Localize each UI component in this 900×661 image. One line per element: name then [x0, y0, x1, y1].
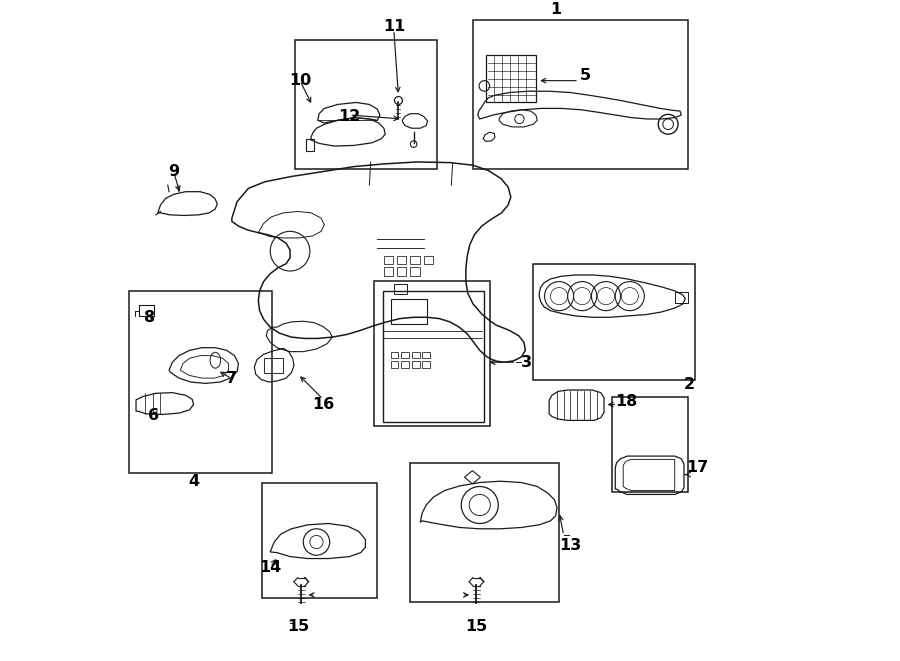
Text: 11: 11: [382, 19, 405, 34]
Bar: [397, 267, 407, 276]
Bar: [612, 397, 688, 492]
Bar: [391, 352, 399, 358]
Bar: [391, 361, 399, 368]
Bar: [384, 256, 393, 264]
Bar: [391, 299, 427, 324]
Text: 6: 6: [148, 408, 159, 423]
Bar: [411, 352, 419, 358]
Bar: [130, 291, 272, 473]
Text: 15: 15: [465, 619, 488, 634]
Bar: [384, 267, 393, 276]
Text: 1: 1: [550, 3, 562, 17]
Text: 12: 12: [338, 110, 361, 124]
Bar: [294, 40, 436, 169]
Text: 2: 2: [684, 377, 695, 392]
Bar: [473, 20, 688, 169]
Bar: [410, 463, 559, 602]
Bar: [533, 264, 695, 380]
Bar: [374, 281, 490, 426]
Text: 5: 5: [580, 68, 591, 83]
Text: 16: 16: [312, 397, 334, 412]
Bar: [486, 55, 536, 102]
Text: 10: 10: [289, 73, 311, 88]
Bar: [424, 256, 433, 264]
Text: 4: 4: [188, 474, 199, 488]
Text: 15: 15: [287, 619, 309, 634]
Text: 3: 3: [520, 355, 532, 369]
Bar: [306, 139, 314, 151]
Bar: [401, 352, 409, 358]
Text: 9: 9: [168, 165, 179, 179]
Bar: [397, 256, 407, 264]
Bar: [410, 256, 419, 264]
Bar: [410, 267, 419, 276]
Text: 14: 14: [259, 560, 282, 574]
Text: 8: 8: [144, 310, 155, 325]
Bar: [675, 292, 688, 303]
Text: 7: 7: [226, 371, 238, 386]
Bar: [411, 361, 419, 368]
Bar: [264, 358, 284, 373]
Bar: [394, 284, 407, 294]
Bar: [422, 352, 430, 358]
Bar: [422, 361, 430, 368]
Bar: [140, 305, 154, 316]
Bar: [262, 483, 377, 598]
Bar: [401, 361, 409, 368]
Text: 18: 18: [616, 395, 637, 409]
Bar: [382, 291, 483, 422]
Text: 17: 17: [686, 461, 708, 475]
Text: 13: 13: [559, 538, 581, 553]
